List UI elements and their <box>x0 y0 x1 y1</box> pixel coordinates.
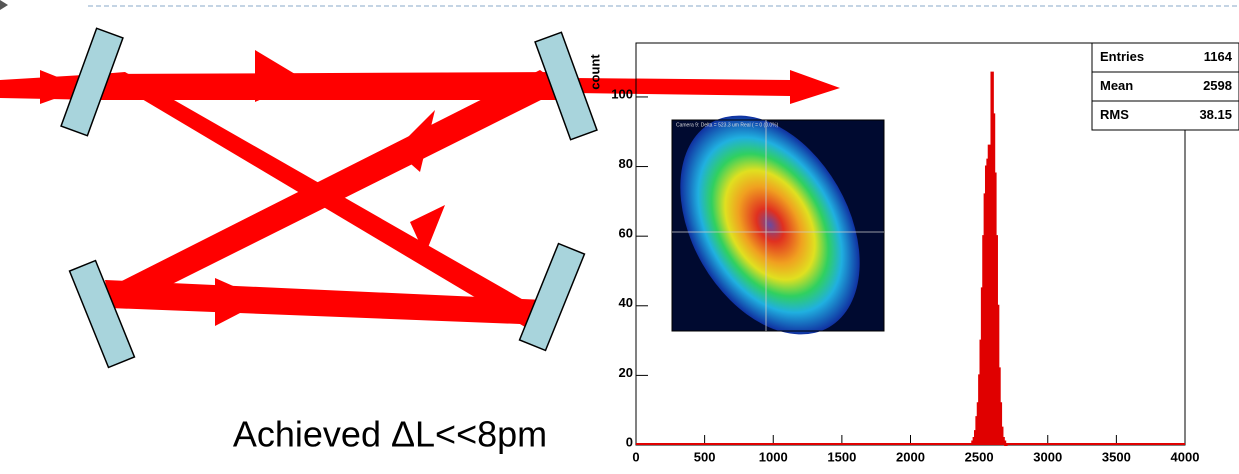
x-tick-label: 500 <box>694 449 716 464</box>
histogram-bin <box>1004 444 1008 446</box>
stat-label: RMS <box>1100 107 1129 122</box>
histogram-bin <box>1002 440 1007 444</box>
inset-label: Camera 9: Delta = 523.3 um Real ( = 0 (0… <box>676 122 779 128</box>
stat-value: 38.15 <box>1199 107 1232 122</box>
stat-label: Mean <box>1100 78 1133 93</box>
inset-frame <box>671 119 885 332</box>
x-tick-label: 2000 <box>896 449 925 464</box>
y-tick-label: 40 <box>619 295 633 310</box>
caption: Achieved ΔL<<8pm <box>233 414 547 455</box>
beams <box>0 50 840 330</box>
x-tick-label: 3500 <box>1102 449 1131 464</box>
beam-spot <box>680 115 860 335</box>
bullet <box>0 0 8 10</box>
y-tick-label: 60 <box>619 226 633 241</box>
mirrors <box>60 27 598 369</box>
y-tick-label: 80 <box>619 156 633 171</box>
y-tick-label: 0 <box>626 434 633 449</box>
x-tick-label: 2500 <box>965 449 994 464</box>
stats-box <box>1091 42 1239 131</box>
histogram-bin <box>1000 426 1004 444</box>
y-tick-label: 20 <box>619 365 633 380</box>
stat-value: 1164 <box>1204 49 1233 64</box>
x-tick-label: 0 <box>632 449 639 464</box>
y-tick-label: 100 <box>611 86 633 101</box>
stat-value: 2598 <box>1203 78 1232 93</box>
x-tick-label: 3000 <box>1033 449 1062 464</box>
y-label: count <box>587 54 602 90</box>
stat-label: Entries <box>1100 49 1144 64</box>
histogram-bin <box>998 402 1003 444</box>
x-tick-label: 1500 <box>827 449 856 464</box>
x-tick-label: 1000 <box>759 449 788 464</box>
x-tick-label: 4000 <box>1171 449 1200 464</box>
